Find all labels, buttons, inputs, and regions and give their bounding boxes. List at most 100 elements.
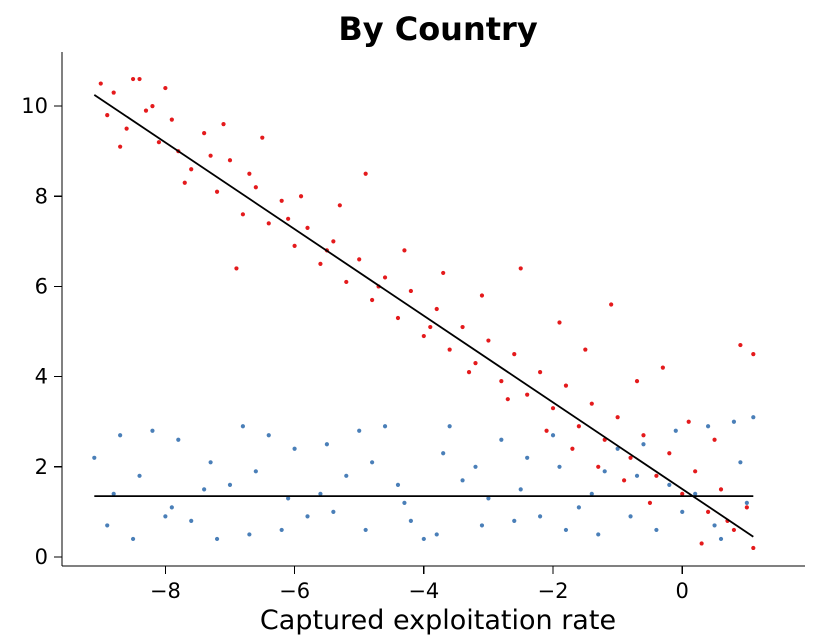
series-2-point [557, 320, 562, 325]
x-axis-label: Captured exploitation rate [260, 605, 616, 636]
series-2-point [473, 361, 478, 366]
series-2-point [641, 433, 646, 438]
series-1-point [344, 473, 349, 478]
series-1-point [357, 428, 362, 433]
series-2-point [751, 351, 756, 357]
series-2-point [576, 424, 581, 429]
series-2-point [550, 406, 556, 411]
series-1-point [705, 424, 711, 429]
series-2-point [486, 338, 491, 343]
series-2-point [118, 144, 123, 149]
y-tick-label: 10 [21, 94, 48, 118]
series-2-point [544, 428, 549, 433]
series-1-point [538, 514, 543, 519]
series-2-point [654, 473, 659, 478]
series-1-point [214, 536, 220, 542]
series-1-point [208, 460, 213, 465]
series-2-point [189, 167, 194, 172]
series-2-point [712, 437, 717, 442]
plot-area [92, 76, 756, 551]
y-axis-ticks: 0 2 4 6 8 10 [21, 94, 62, 569]
series-2-point [98, 81, 103, 86]
fit-line-2 [93, 94, 754, 538]
series-1-point [92, 455, 97, 460]
series-1-point [247, 532, 252, 537]
series-2-point [402, 248, 407, 253]
series-1-point [751, 415, 756, 420]
series-1-point [744, 500, 749, 505]
series-2-point [428, 324, 433, 330]
series-1-point [382, 424, 388, 429]
series-2-point [499, 379, 504, 384]
series-2-point [660, 365, 665, 370]
series-2-point [479, 293, 485, 298]
series-2-point [169, 117, 174, 122]
series-1-point [105, 523, 110, 528]
series-2-point [182, 180, 187, 185]
series-1-point [563, 527, 569, 533]
series-2-point [518, 266, 523, 271]
series-2-point [286, 216, 291, 221]
series-2-point [563, 383, 569, 388]
series-1-point [738, 460, 743, 465]
series-1-point [331, 509, 336, 514]
series-2-point [589, 401, 594, 406]
series-2-point [570, 446, 575, 451]
series-2-point [150, 104, 155, 109]
series-2-point [615, 415, 620, 420]
series-1-point [680, 509, 685, 514]
series-1-point [589, 491, 594, 496]
series-2-point [408, 288, 413, 294]
series-2-point [344, 279, 349, 285]
series-2-point [111, 90, 116, 95]
series-2-point [738, 342, 743, 348]
series-2-point [505, 397, 510, 402]
series-1-point [402, 500, 407, 505]
series-1-point [667, 482, 672, 487]
series-2-point [680, 491, 685, 496]
series-2-point [699, 541, 704, 546]
series-1-point [731, 419, 737, 424]
series-1-point [557, 464, 562, 469]
series-1-point [176, 437, 181, 442]
series-2-point [583, 347, 588, 352]
series-1-point [641, 442, 646, 447]
series-1-point [550, 433, 556, 438]
series-1-point [447, 424, 452, 429]
series-1-point [363, 527, 368, 533]
series-1-point [279, 527, 284, 533]
series-2-point [751, 545, 756, 551]
series-1-point [615, 446, 620, 451]
series-2-point [247, 171, 252, 176]
series-2-point [266, 221, 271, 226]
series-2-point [382, 275, 388, 280]
series-1-point [118, 433, 123, 438]
series-2-point [227, 158, 233, 163]
x-tick-label: −6 [279, 579, 310, 603]
series-1-point [486, 496, 491, 501]
y-tick-label: 8 [35, 184, 48, 208]
series-2-point [609, 302, 614, 307]
series-1-point [654, 527, 659, 533]
series-1-point [718, 536, 724, 542]
series-1-point [324, 442, 329, 447]
y-tick-label: 6 [35, 274, 48, 298]
series-2-point [298, 194, 304, 199]
series-1-point [189, 518, 194, 524]
x-axis-ticks: −8 −6 −4 −2 0 [150, 566, 689, 603]
series-1-point [202, 487, 207, 492]
series-1-point [596, 532, 601, 537]
series-2-point [124, 126, 129, 131]
x-tick-label: 0 [676, 579, 689, 603]
chart-title: By Country [338, 10, 538, 48]
series-2-point [686, 419, 691, 424]
series-2-point [441, 270, 446, 276]
series-1-point [408, 518, 413, 524]
series-1-point [499, 437, 504, 442]
series-1-point [576, 505, 581, 510]
series-2-point [130, 76, 136, 82]
series-1-point [253, 469, 258, 474]
series-2-point [512, 351, 517, 357]
